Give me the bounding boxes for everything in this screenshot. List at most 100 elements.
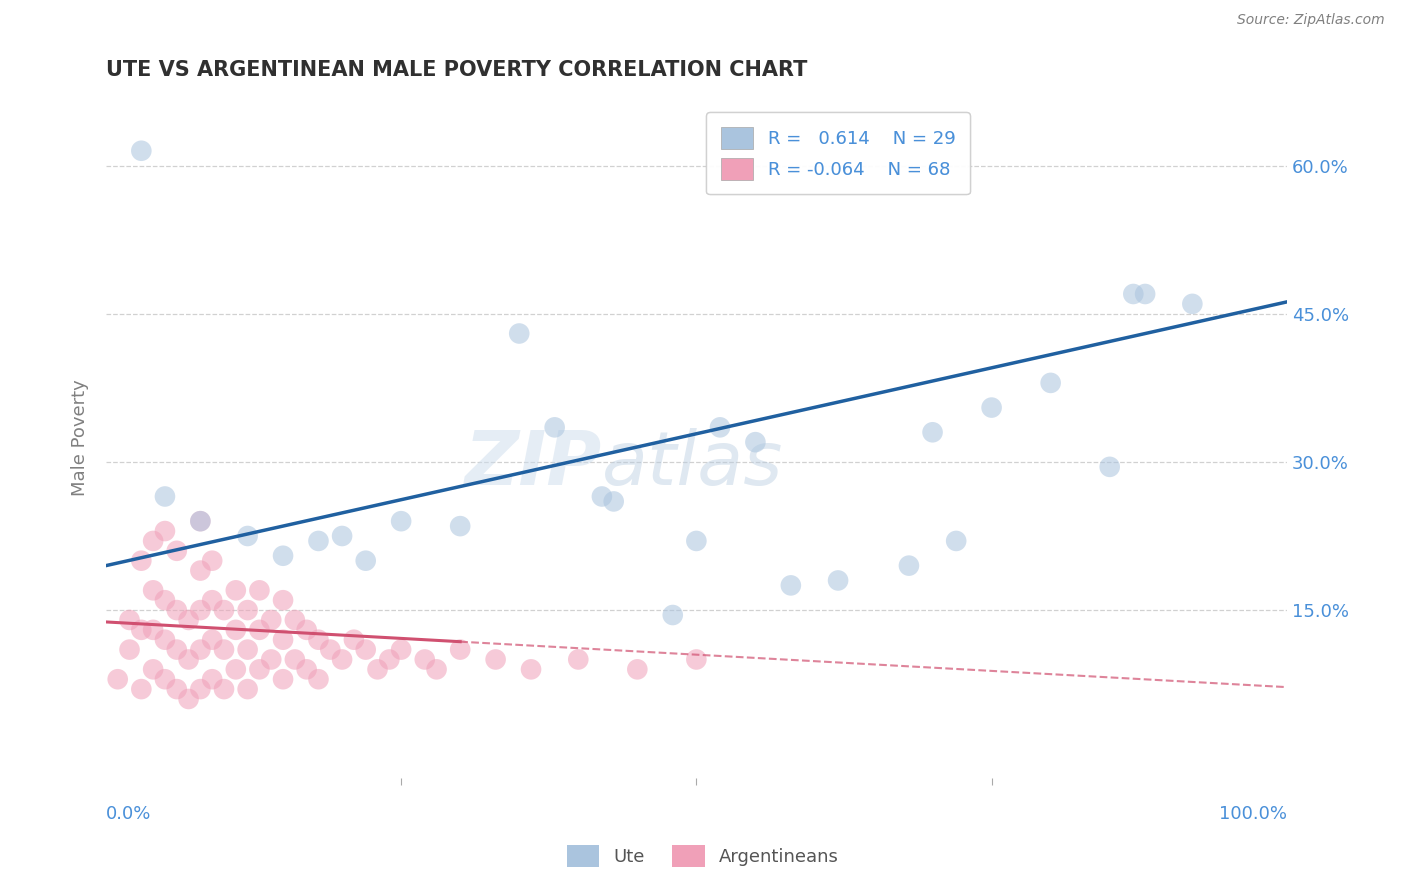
Point: [271, 672, 294, 686]
Point: [343, 632, 366, 647]
Point: [201, 632, 224, 647]
Point: [1098, 459, 1121, 474]
Text: 100.0%: 100.0%: [1219, 805, 1286, 823]
Point: [201, 672, 224, 686]
Point: [520, 662, 543, 676]
Point: [212, 642, 235, 657]
Point: [685, 533, 707, 548]
Point: [295, 662, 318, 676]
Text: atlas: atlas: [602, 428, 783, 500]
Point: [190, 564, 212, 578]
Point: [1122, 287, 1144, 301]
Point: [602, 494, 624, 508]
Point: [744, 435, 766, 450]
Point: [142, 623, 165, 637]
Point: [779, 578, 801, 592]
Point: [177, 652, 200, 666]
Legend: R =   0.614    N = 29, R = -0.064    N = 68: R = 0.614 N = 29, R = -0.064 N = 68: [706, 112, 970, 194]
Point: [166, 544, 188, 558]
Point: [449, 519, 471, 533]
Point: [308, 533, 330, 548]
Point: [591, 490, 613, 504]
Point: [330, 652, 353, 666]
Point: [354, 642, 377, 657]
Point: [236, 529, 259, 543]
Point: [118, 642, 141, 657]
Point: [567, 652, 589, 666]
Point: [166, 642, 188, 657]
Point: [212, 603, 235, 617]
Point: [284, 613, 307, 627]
Point: [142, 533, 165, 548]
Point: [153, 672, 176, 686]
Point: [190, 514, 212, 528]
Point: [378, 652, 401, 666]
Text: Source: ZipAtlas.com: Source: ZipAtlas.com: [1237, 13, 1385, 28]
Point: [319, 642, 342, 657]
Point: [330, 529, 353, 543]
Point: [271, 632, 294, 647]
Point: [271, 549, 294, 563]
Point: [661, 607, 683, 622]
Point: [190, 682, 212, 697]
Text: 0.0%: 0.0%: [105, 805, 152, 823]
Point: [484, 652, 506, 666]
Point: [426, 662, 449, 676]
Point: [921, 425, 943, 440]
Text: UTE VS ARGENTINEAN MALE POVERTY CORRELATION CHART: UTE VS ARGENTINEAN MALE POVERTY CORRELAT…: [105, 60, 807, 79]
Point: [236, 682, 259, 697]
Y-axis label: Male Poverty: Male Poverty: [72, 379, 89, 496]
Point: [1039, 376, 1062, 390]
Point: [201, 593, 224, 607]
Point: [153, 524, 176, 538]
Legend: Ute, Argentineans: Ute, Argentineans: [560, 838, 846, 874]
Point: [284, 652, 307, 666]
Point: [413, 652, 436, 666]
Point: [1133, 287, 1156, 301]
Point: [212, 682, 235, 697]
Point: [201, 554, 224, 568]
Point: [190, 603, 212, 617]
Point: [236, 603, 259, 617]
Point: [190, 514, 212, 528]
Point: [389, 642, 412, 657]
Point: [308, 632, 330, 647]
Point: [945, 533, 967, 548]
Point: [131, 554, 153, 568]
Point: [260, 613, 283, 627]
Point: [225, 623, 247, 637]
Point: [827, 574, 849, 588]
Text: ZIP: ZIP: [464, 428, 602, 501]
Point: [153, 593, 176, 607]
Point: [367, 662, 389, 676]
Point: [166, 682, 188, 697]
Point: [153, 490, 176, 504]
Point: [1181, 297, 1204, 311]
Point: [225, 662, 247, 676]
Point: [118, 613, 141, 627]
Point: [543, 420, 565, 434]
Point: [131, 682, 153, 697]
Point: [249, 583, 271, 598]
Point: [709, 420, 731, 434]
Point: [389, 514, 412, 528]
Point: [308, 672, 330, 686]
Point: [260, 652, 283, 666]
Point: [142, 662, 165, 676]
Point: [190, 642, 212, 657]
Point: [177, 692, 200, 706]
Point: [153, 632, 176, 647]
Point: [897, 558, 920, 573]
Point: [295, 623, 318, 637]
Point: [249, 662, 271, 676]
Point: [449, 642, 471, 657]
Point: [685, 652, 707, 666]
Point: [249, 623, 271, 637]
Point: [508, 326, 530, 341]
Point: [626, 662, 648, 676]
Point: [236, 642, 259, 657]
Point: [354, 554, 377, 568]
Point: [980, 401, 1002, 415]
Point: [107, 672, 129, 686]
Point: [131, 623, 153, 637]
